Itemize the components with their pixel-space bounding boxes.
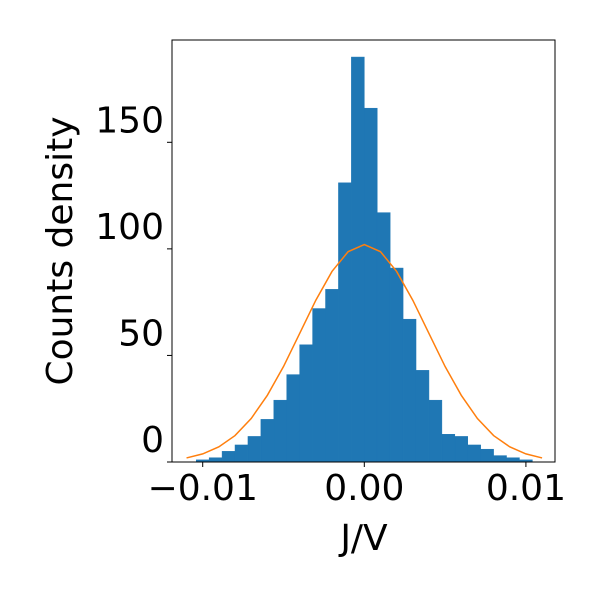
bar [493,455,507,463]
bar [441,434,456,463]
bar [221,451,236,463]
bar [351,56,365,463]
fit-curve [186,243,543,459]
bar [338,182,352,463]
y-tick-label: 150 [95,100,164,141]
bar [312,308,326,463]
bar [506,457,520,463]
bar [234,444,249,463]
bar [299,344,313,463]
x-axis-label: J/V [338,518,388,559]
bar [208,457,223,463]
bar [273,399,287,463]
bar [467,444,481,463]
bar [376,212,391,463]
bar [402,318,417,463]
y-tick-label: 100 [95,207,164,248]
bar [325,289,339,463]
bar [247,436,262,463]
x-tick-label: 0.01 [486,468,566,509]
bar [389,267,404,463]
bar [454,436,468,463]
plot-frame [171,39,556,463]
bar [480,448,494,463]
bar [364,107,378,463]
y-tick-label: 50 [118,313,164,354]
bar [428,399,443,463]
x-tick-label: −0.01 [148,468,258,509]
bar [260,419,275,463]
bar [286,374,300,463]
bar [415,370,430,463]
y-tick-label: 0 [141,420,164,461]
x-tick-label: 0.00 [324,468,404,509]
y-axis-label: Counts density [40,116,81,385]
